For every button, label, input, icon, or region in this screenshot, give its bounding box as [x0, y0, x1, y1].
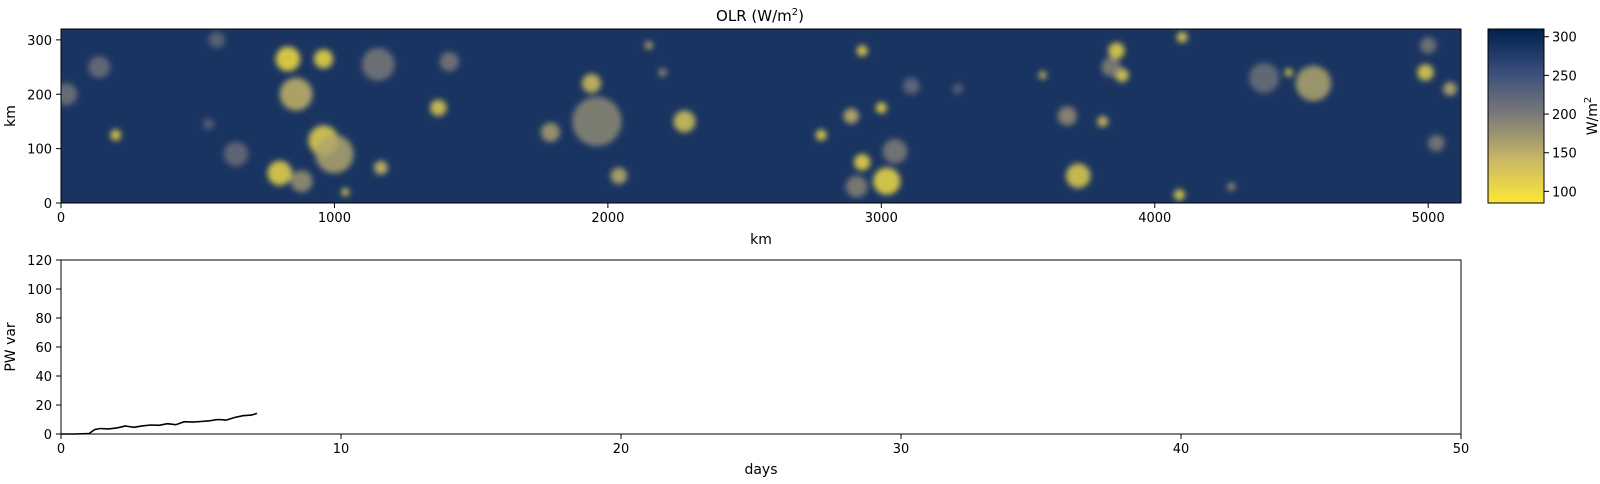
heatmap-cell-blob	[815, 129, 827, 141]
heatmap-cell-blob	[572, 96, 622, 147]
y-tick-label: 0	[44, 428, 52, 443]
heatmap-cell-blob	[374, 160, 388, 175]
heatmap-cell-blob	[952, 83, 963, 94]
heatmap-cell-blob	[540, 122, 561, 142]
heatmap-cell-blob	[223, 141, 249, 167]
heatmap-cell-blob	[1417, 64, 1434, 81]
colorbar-tick-label: 200	[1552, 108, 1577, 123]
heatmap-frame	[60, 28, 1462, 204]
heatmap-x-ticks: 0 1000 2000 3000 4000 5000	[57, 203, 1445, 226]
x-tick-label: 5000	[1412, 211, 1445, 226]
colorbar-tick-label: 150	[1552, 147, 1577, 162]
heatmap-cell-blob	[581, 73, 602, 93]
colorbar-tick-label: 100	[1552, 185, 1577, 200]
y-tick-label: 120	[27, 254, 52, 269]
heatmap-cell-blob	[430, 99, 447, 117]
heatmap-cell-blob	[1065, 163, 1091, 189]
heatmap-cell-blob	[1057, 106, 1077, 126]
colorbar-tick-label: 250	[1552, 69, 1577, 84]
heatmap-cell-blob	[313, 49, 334, 69]
x-tick-label: 50	[1453, 442, 1470, 457]
heatmap-y-ticks: 0 100 200 300	[27, 34, 61, 212]
colorbar-label: W/m2	[1583, 97, 1600, 136]
heatmap-cell-blob	[843, 108, 859, 124]
heatmap-cell-blob	[644, 41, 653, 50]
heatmap-cell-blob	[315, 134, 354, 174]
y-tick-label: 300	[27, 34, 52, 49]
x-tick-label: 20	[613, 442, 630, 457]
heatmap-cell-blob	[1038, 71, 1047, 80]
heatmap-cell-blob	[845, 175, 868, 198]
heatmap-cell-blob	[875, 102, 887, 114]
x-tick-label: 0	[57, 211, 65, 226]
heatmap-cell-blob	[1419, 37, 1437, 54]
heatmap-cell-blob	[1443, 81, 1457, 96]
heatmap-cell-blob	[673, 110, 696, 133]
x-tick-label: 1000	[318, 211, 351, 226]
heatmap-cell-blob	[882, 139, 908, 164]
heatmap-cell-blob	[1176, 31, 1188, 43]
heatmap-cell-blob	[110, 129, 122, 141]
x-tick-label: 0	[57, 442, 65, 457]
y-tick-label: 80	[35, 312, 52, 327]
heatmap-cell-blob	[1249, 62, 1280, 93]
heatmap-cell-blob	[1284, 68, 1293, 77]
heatmap-cell-blob	[1295, 65, 1332, 102]
heatmap-cell-blob	[1428, 134, 1445, 152]
heatmap-cell-blob	[856, 45, 868, 57]
x-tick-label: 2000	[591, 211, 624, 226]
y-tick-label: 100	[27, 143, 52, 158]
x-tick-label: 10	[333, 442, 350, 457]
heatmap-cell-blob	[903, 77, 920, 95]
heatmap-cell-blob	[275, 46, 301, 72]
heatmap-title: OLR (W/m2)	[716, 7, 804, 25]
y-tick-label: 200	[27, 88, 52, 103]
heatmap-cell-blob	[290, 170, 313, 193]
heatmap-cell-blob	[1227, 182, 1236, 191]
heatmap-cell-blob	[1097, 115, 1109, 127]
pw-var-line	[61, 412, 258, 435]
line-x-ticks: 0 10 20 30 40 50	[57, 434, 1469, 457]
heatmap-cell-blob	[203, 118, 215, 130]
heatmap-cell-blob	[1101, 57, 1121, 77]
heatmap-y-label: km	[3, 105, 19, 127]
heatmap-cell-blob	[610, 167, 628, 185]
colorbar	[1487, 28, 1545, 204]
x-tick-label: 40	[1173, 442, 1190, 457]
x-tick-label: 30	[893, 442, 910, 457]
heatmap-cell-blob	[279, 77, 313, 111]
heatmap-cell-blob	[873, 167, 901, 195]
heatmap-cell-blob	[361, 47, 395, 81]
heatmap-cell-blob	[341, 188, 350, 197]
heatmap-cell-blob	[88, 56, 111, 78]
heatmap-cell-blob	[658, 68, 667, 77]
line-x-label: days	[744, 462, 777, 478]
heatmap-cell-blob	[1173, 189, 1185, 201]
colorbar-ticks: 100 150 200 250 300	[1544, 31, 1577, 200]
heatmap-x-label: km	[750, 232, 772, 248]
colorbar-tick-label: 300	[1552, 31, 1577, 46]
line-plot-frame	[60, 259, 1462, 435]
y-tick-label: 60	[35, 341, 52, 356]
heatmap-cell-blob	[1108, 42, 1125, 59]
y-tick-label: 100	[27, 283, 52, 298]
x-tick-label: 3000	[865, 211, 898, 226]
y-tick-label: 40	[35, 370, 52, 385]
heatmap-cell-blob	[267, 160, 293, 186]
line-y-ticks: 0 20 40 60 80 100 120	[27, 254, 61, 443]
y-tick-label: 20	[35, 399, 52, 414]
line-y-label: PW var	[3, 322, 19, 372]
heatmap-cell-blob	[439, 52, 459, 72]
y-tick-label: 0	[44, 197, 52, 212]
heatmap-cell-blob	[61, 83, 78, 106]
heatmap-cell-blob	[853, 154, 871, 171]
heatmap-cell-blob	[208, 31, 226, 49]
heatmap-plot-area	[61, 29, 1461, 203]
x-tick-label: 4000	[1138, 211, 1171, 226]
